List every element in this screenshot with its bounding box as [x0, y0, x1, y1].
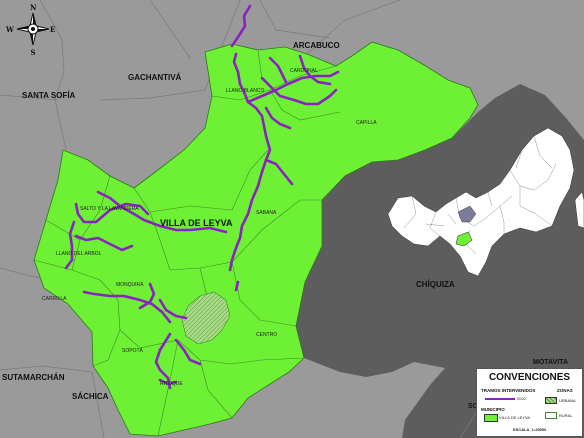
place-gachantiva: GACHANTIVÁ — [128, 73, 182, 82]
vereda-salto-lavandera: SALTO Y LA LAVANDERA — [80, 206, 139, 212]
compass-n-label: N — [30, 3, 37, 12]
vereda-sopota: SOPOTÁ — [122, 347, 144, 354]
vereda-centro: CENTRO — [256, 332, 277, 338]
place-sutamarchan: SUTAMARCHÁN — [2, 373, 65, 382]
legend-roads-heading: TRAMOS INTERVENIDOS — [481, 388, 536, 393]
place-santa-sofia: SANTA SOFÍA — [22, 91, 76, 100]
municipality-label: VILLA DE LEYVA — [160, 218, 233, 228]
place-sachica: SÁCHICA — [72, 392, 109, 401]
vereda-capilla: CAPILLA — [356, 120, 377, 126]
vereda-llano-arbol: LLANO DEL ARBOL — [56, 251, 102, 257]
vereda-monquira: MONQUIRÁ — [116, 281, 144, 288]
legend-municipality-heading: MUNICIPIO — [481, 407, 505, 412]
compass-e-label: E — [50, 25, 55, 34]
compass-w-label: W — [5, 25, 14, 34]
legend-roads-year: 2022 — [517, 396, 526, 401]
vereda-llano-blanco: LLANO BLANCO — [226, 88, 264, 94]
vereda-cardonal: CARDONAL — [290, 68, 318, 74]
legend-urban-label: URBANA — [559, 398, 576, 403]
legend-urban-swatch — [545, 397, 557, 404]
place-chiquiza: CHÍQUIZA — [416, 280, 455, 289]
place-arcabuco: ARCABUCO — [293, 41, 340, 50]
vereda-ritoque: RITOQUE — [160, 381, 183, 387]
inset-map — [387, 127, 584, 277]
legend-box: CONVENCIONES TRAMOS INTERVENIDOS ZONAS 2… — [476, 368, 583, 437]
compass-rose: N S E W — [5, 3, 55, 57]
place-motavita: MOTAVITA — [533, 359, 568, 366]
boundary-line — [0, 0, 479, 438]
legend-rural-label: RURAL — [559, 413, 573, 418]
legend-scale: ESCALA_1:25000 — [513, 427, 547, 432]
urban-zone — [181, 291, 231, 345]
vereda-carrilla: CARRILLA — [42, 296, 67, 302]
legend-municipality-swatch — [484, 414, 498, 422]
municipality-polygon — [33, 41, 479, 437]
legend-zones-heading: ZONAS — [557, 388, 573, 393]
vereda-lines — [33, 49, 341, 437]
road-segments — [64, 4, 340, 390]
legend-municipality-item: VILLA DE LEYVA — [499, 415, 531, 420]
legend-rural-swatch — [545, 412, 557, 419]
compass-s-label: S — [31, 48, 36, 57]
legend-title: CONVENCIONES — [488, 372, 571, 383]
place-so: SO — [468, 403, 479, 410]
vereda-sabana: SABANA — [256, 210, 277, 216]
legend-road-swatch — [485, 398, 515, 400]
